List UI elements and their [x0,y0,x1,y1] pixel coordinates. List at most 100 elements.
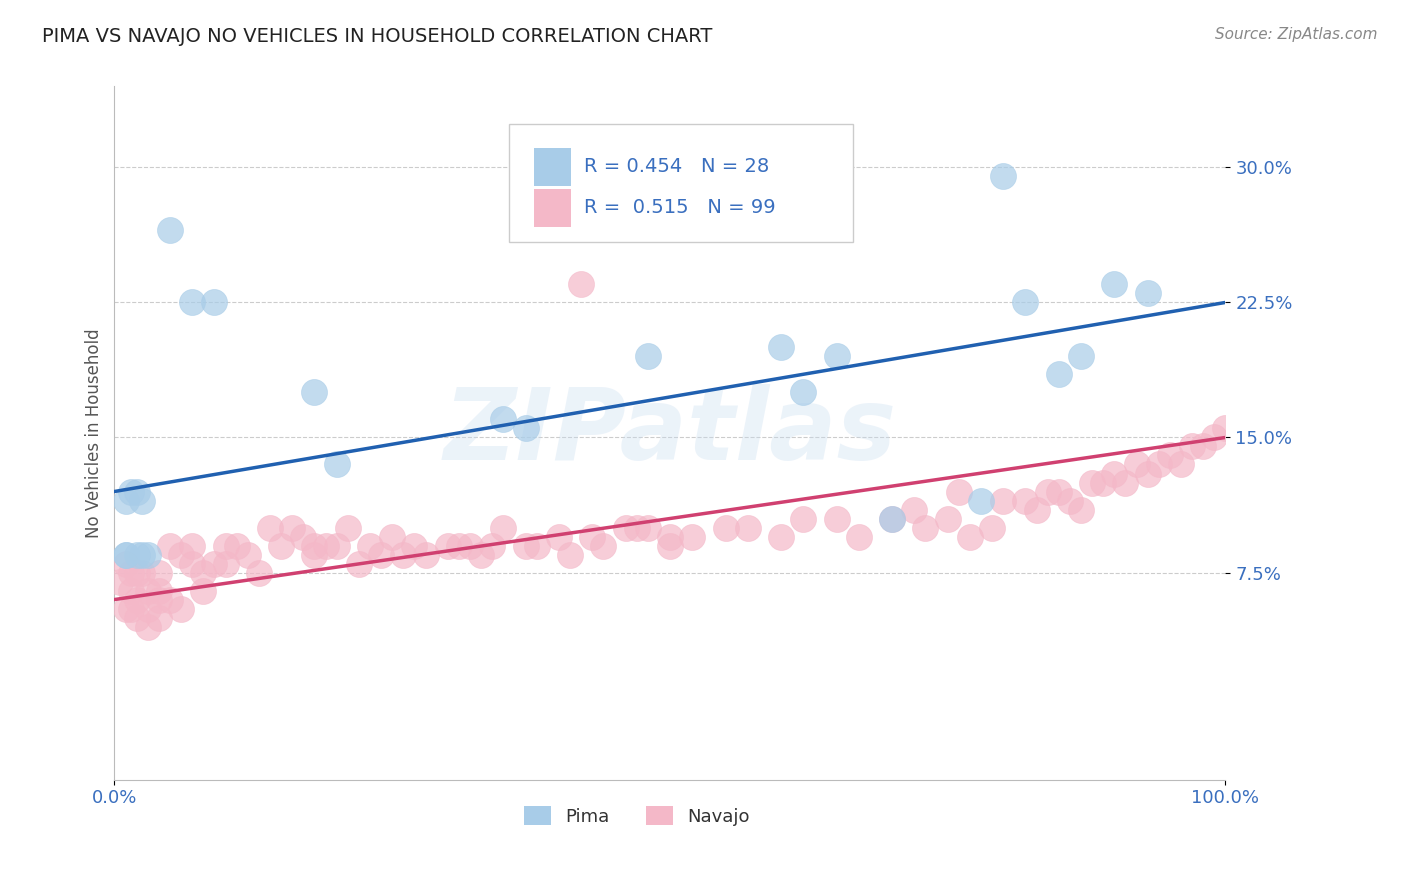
Text: R = 0.454   N = 28: R = 0.454 N = 28 [585,157,769,177]
Point [436,539,458,553]
Point [336,520,359,534]
Point [492,520,515,534]
Point [170,548,193,562]
Point [304,385,326,400]
FancyBboxPatch shape [534,148,571,186]
Point [381,529,404,543]
Point [120,484,142,499]
Point [1036,484,1059,499]
Point [148,592,170,607]
Point [131,566,153,580]
Point [903,502,925,516]
Point [825,350,848,364]
Point [304,548,326,562]
Point [658,529,681,543]
Point [1070,350,1092,364]
Y-axis label: No Vehicles in Household: No Vehicles in Household [86,328,103,538]
Point [1070,502,1092,516]
Point [108,574,131,589]
Point [247,566,270,580]
Point [1014,295,1036,310]
Text: Source: ZipAtlas.com: Source: ZipAtlas.com [1215,27,1378,42]
Point [120,566,142,580]
Point [882,511,904,525]
Point [792,511,814,525]
FancyBboxPatch shape [534,189,571,227]
Point [458,539,481,553]
Point [392,548,415,562]
Point [1136,467,1159,481]
Point [114,557,136,571]
Point [492,412,515,426]
Point [315,539,337,553]
Point [125,610,148,624]
Point [125,484,148,499]
Point [404,539,426,553]
Point [304,539,326,553]
Point [1204,430,1226,444]
Point [914,520,936,534]
Point [581,529,603,543]
Point [114,493,136,508]
Point [637,520,659,534]
Point [1104,277,1126,292]
Point [159,592,181,607]
Text: ZIPatlas: ZIPatlas [443,384,897,482]
Point [1192,440,1215,454]
Point [526,539,548,553]
Point [415,548,437,562]
Point [114,601,136,615]
Legend: Pima, Navajo: Pima, Navajo [516,799,756,833]
Point [193,566,215,580]
Point [159,539,181,553]
Point [1114,475,1136,490]
Point [447,539,470,553]
Point [370,548,392,562]
Point [515,539,537,553]
Point [292,529,315,543]
Point [325,539,347,553]
Point [547,529,569,543]
Point [770,341,793,355]
Point [993,493,1015,508]
Point [1081,475,1104,490]
Point [120,601,142,615]
Point [1025,502,1047,516]
Point [125,548,148,562]
Point [558,548,581,562]
Point [1136,286,1159,301]
Point [281,520,304,534]
Point [1092,475,1115,490]
Point [181,557,204,571]
Point [848,529,870,543]
Point [825,511,848,525]
Point [214,557,236,571]
Point [1159,449,1181,463]
Point [131,493,153,508]
Point [515,421,537,435]
Point [136,548,159,562]
Point [1170,458,1192,472]
Point [714,520,737,534]
Point [1047,484,1070,499]
Point [359,539,381,553]
Point [136,583,159,598]
Point [148,610,170,624]
Point [125,566,148,580]
Point [270,539,292,553]
Point [959,529,981,543]
Point [225,539,247,553]
Point [470,548,492,562]
Point [114,548,136,562]
Point [626,520,648,534]
Point [259,520,281,534]
Point [1125,458,1147,472]
Text: PIMA VS NAVAJO NO VEHICLES IN HOUSEHOLD CORRELATION CHART: PIMA VS NAVAJO NO VEHICLES IN HOUSEHOLD … [42,27,713,45]
Point [120,583,142,598]
Point [136,619,159,633]
Point [993,169,1015,184]
Point [236,548,259,562]
Point [737,520,759,534]
Point [948,484,970,499]
Point [325,458,347,472]
